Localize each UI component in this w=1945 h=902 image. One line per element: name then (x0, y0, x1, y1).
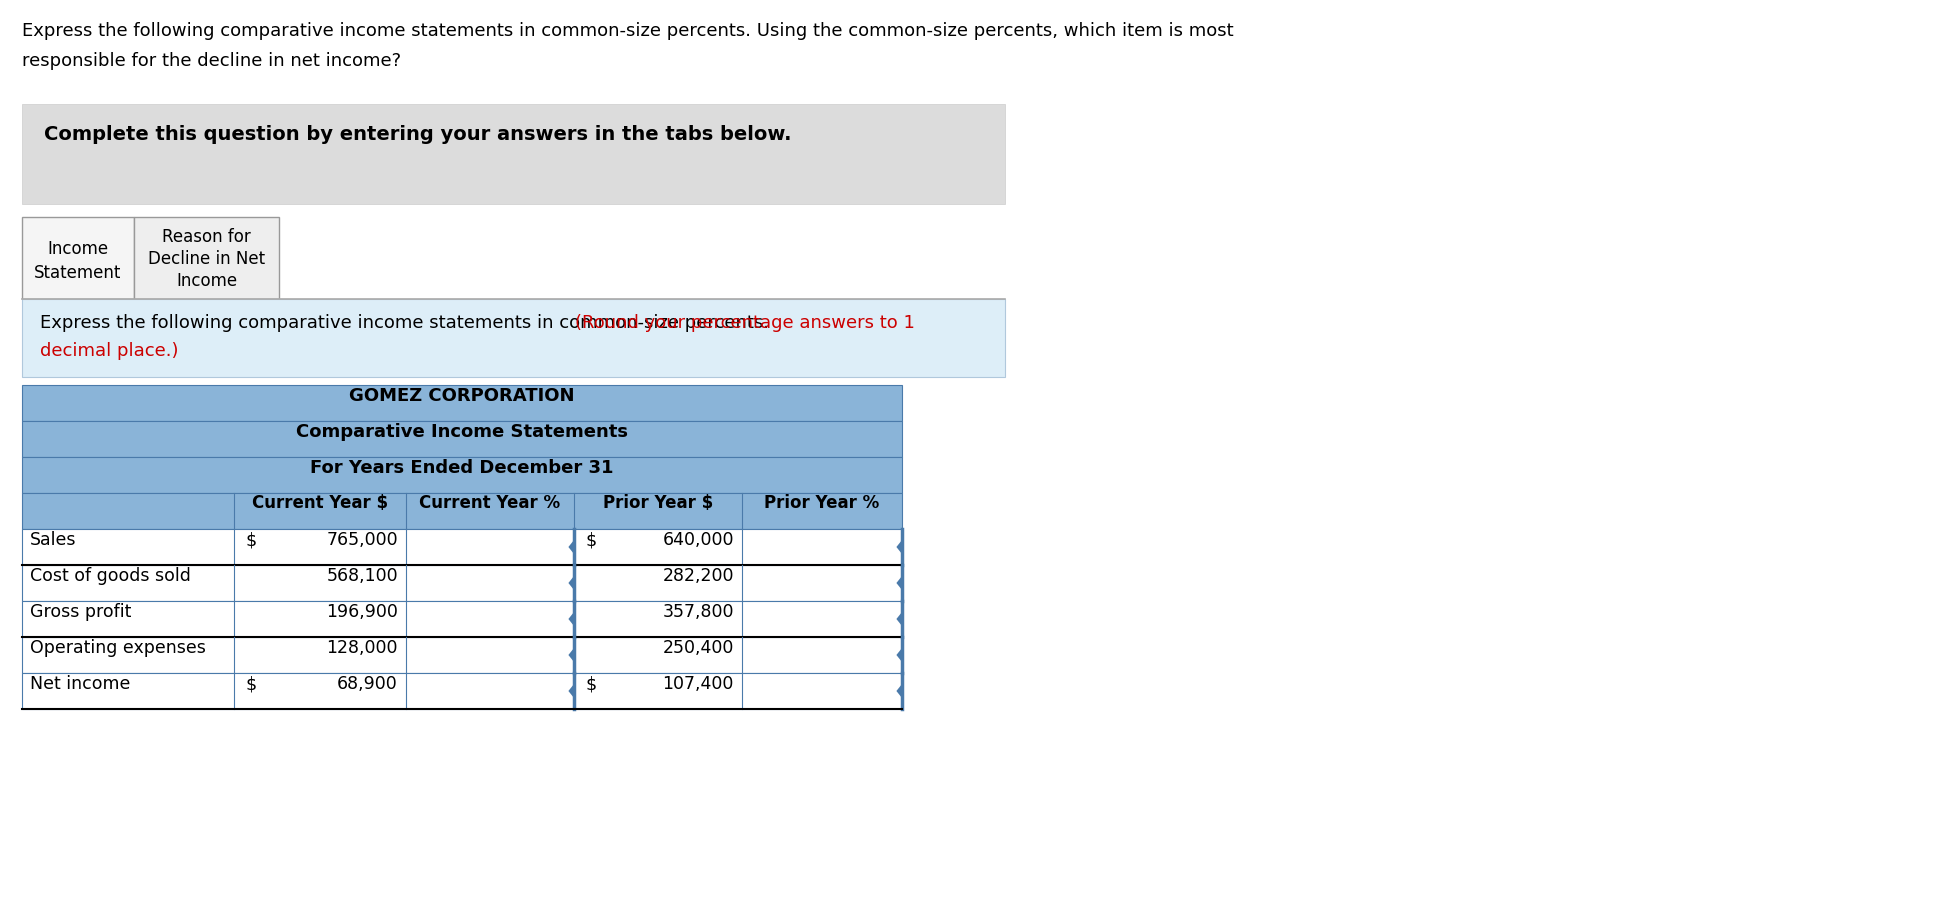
Bar (21, 493, 902, 529)
Polygon shape (568, 612, 574, 626)
Polygon shape (897, 685, 902, 698)
Text: Express the following comparative income statements in common-size percents. Usi: Express the following comparative income… (21, 22, 1233, 40)
Text: 640,000: 640,000 (663, 530, 733, 548)
Polygon shape (568, 685, 574, 698)
Text: 128,000: 128,000 (327, 639, 399, 657)
Text: Prior Year %: Prior Year % (764, 493, 879, 511)
Text: $: $ (245, 530, 257, 548)
Text: Current Year $: Current Year $ (253, 493, 389, 511)
Text: Statement: Statement (35, 263, 123, 281)
Bar (21, 217, 134, 299)
Polygon shape (568, 540, 574, 555)
Text: Income: Income (175, 272, 237, 290)
Bar (21, 105, 1006, 205)
Bar (21, 673, 902, 709)
Bar (21, 638, 902, 673)
Bar (21, 602, 902, 638)
Text: 107,400: 107,400 (663, 675, 733, 692)
Text: Express the following comparative income statements in common-size percents.: Express the following comparative income… (41, 314, 774, 332)
Text: Income: Income (47, 240, 109, 258)
Text: Net income: Net income (29, 675, 130, 692)
Text: 357,800: 357,800 (663, 603, 733, 621)
Polygon shape (897, 576, 902, 590)
Text: (Round your percentage answers to 1: (Round your percentage answers to 1 (576, 314, 914, 332)
Text: $: $ (245, 675, 257, 692)
Text: For Years Ended December 31: For Years Ended December 31 (311, 458, 615, 476)
Text: Current Year %: Current Year % (420, 493, 560, 511)
Text: Cost of goods sold: Cost of goods sold (29, 566, 191, 584)
Bar (21, 529, 902, 566)
Text: GOMEZ CORPORATION: GOMEZ CORPORATION (350, 387, 576, 405)
Text: Comparative Income Statements: Comparative Income Statements (296, 422, 628, 440)
Bar (21, 299, 1006, 378)
Text: Operating expenses: Operating expenses (29, 639, 206, 657)
Text: Reason for: Reason for (161, 227, 251, 245)
Bar (21, 421, 902, 457)
Text: Prior Year $: Prior Year $ (603, 493, 714, 511)
Text: $: $ (585, 675, 597, 692)
Bar (21, 566, 902, 602)
Text: Decline in Net: Decline in Net (148, 250, 265, 268)
Polygon shape (568, 576, 574, 590)
Bar (21, 457, 902, 493)
Text: responsible for the decline in net income?: responsible for the decline in net incom… (21, 52, 401, 70)
Text: 68,900: 68,900 (336, 675, 399, 692)
Bar (134, 217, 278, 299)
Text: 568,100: 568,100 (327, 566, 399, 584)
Text: 282,200: 282,200 (663, 566, 733, 584)
Polygon shape (897, 649, 902, 662)
Text: 196,900: 196,900 (327, 603, 399, 621)
Polygon shape (897, 612, 902, 626)
Text: Sales: Sales (29, 530, 76, 548)
Polygon shape (568, 649, 574, 662)
Text: 765,000: 765,000 (327, 530, 399, 548)
Text: decimal place.): decimal place.) (41, 342, 179, 360)
Text: 250,400: 250,400 (663, 639, 733, 657)
Polygon shape (897, 540, 902, 555)
Text: Complete this question by entering your answers in the tabs below.: Complete this question by entering your … (45, 124, 792, 143)
Text: $: $ (585, 530, 597, 548)
Bar (21, 385, 902, 421)
Text: Gross profit: Gross profit (29, 603, 132, 621)
